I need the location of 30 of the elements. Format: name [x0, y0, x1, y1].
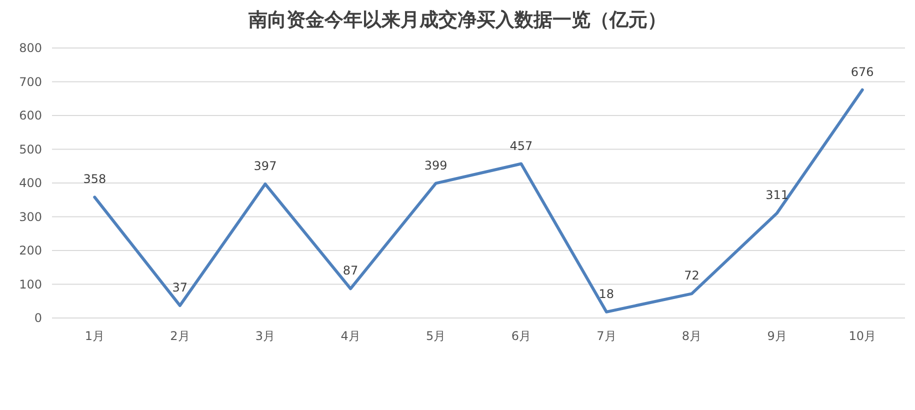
- data-label: 399: [424, 158, 448, 172]
- y-tick-label: 800: [19, 41, 42, 56]
- x-tick-label: 5月: [426, 329, 446, 343]
- x-tick-label: 1月: [84, 329, 104, 343]
- data-label: 72: [684, 268, 700, 283]
- data-label: 457: [510, 138, 533, 153]
- x-tick-label: 7月: [596, 329, 616, 343]
- data-label: 87: [342, 264, 358, 278]
- y-tick-label: 100: [19, 277, 42, 292]
- data-label: 311: [766, 188, 789, 202]
- data-label: 37: [172, 280, 188, 295]
- y-tick-label: 700: [19, 74, 42, 89]
- data-label: 358: [83, 172, 106, 186]
- y-tick-label: 300: [19, 210, 42, 224]
- chart-title: 南向资金今年以来月成交净买入数据一览（亿元）: [248, 9, 666, 31]
- data-label: 18: [598, 286, 614, 301]
- y-tick-label: 200: [19, 244, 42, 258]
- x-tick-label: 10月: [848, 329, 876, 343]
- x-tick-label: 9月: [767, 329, 787, 343]
- y-tick-label: 600: [19, 108, 42, 123]
- y-tick-label: 0: [34, 311, 42, 326]
- data-label: 676: [850, 64, 874, 79]
- data-label: 397: [254, 159, 277, 174]
- x-tick-label: 3月: [255, 329, 276, 343]
- y-tick-label: 500: [19, 142, 42, 156]
- x-tick-label: 6月: [511, 329, 531, 343]
- y-tick-label: 400: [19, 176, 42, 190]
- x-tick-label: 8月: [682, 329, 702, 343]
- x-tick-label: 2月: [170, 329, 190, 343]
- x-tick-label: 4月: [340, 329, 360, 343]
